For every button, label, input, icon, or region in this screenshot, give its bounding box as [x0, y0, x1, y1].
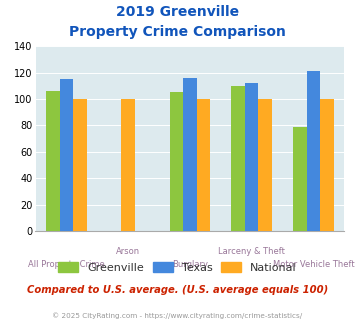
Bar [320, 99, 334, 231]
Text: Larceny & Theft: Larceny & Theft [218, 247, 285, 256]
Bar [307, 71, 320, 231]
Bar [46, 91, 60, 231]
Bar [121, 99, 135, 231]
Text: Burglary: Burglary [172, 260, 208, 269]
Bar [60, 79, 73, 231]
Text: Motor Vehicle Theft: Motor Vehicle Theft [273, 260, 354, 269]
Bar [73, 99, 87, 231]
Bar [245, 83, 258, 231]
Text: Arson: Arson [116, 247, 140, 256]
Text: Property Crime Comparison: Property Crime Comparison [69, 25, 286, 39]
Bar [231, 86, 245, 231]
Text: 2019 Greenville: 2019 Greenville [116, 5, 239, 19]
Bar [197, 99, 210, 231]
Bar [170, 92, 183, 231]
Text: All Property Crime: All Property Crime [28, 260, 105, 269]
Text: Compared to U.S. average. (U.S. average equals 100): Compared to U.S. average. (U.S. average … [27, 285, 328, 295]
Bar [293, 127, 307, 231]
Bar [183, 78, 197, 231]
Text: © 2025 CityRating.com - https://www.cityrating.com/crime-statistics/: © 2025 CityRating.com - https://www.city… [53, 312, 302, 318]
Bar [258, 99, 272, 231]
Legend: Greenville, Texas, National: Greenville, Texas, National [54, 258, 301, 278]
